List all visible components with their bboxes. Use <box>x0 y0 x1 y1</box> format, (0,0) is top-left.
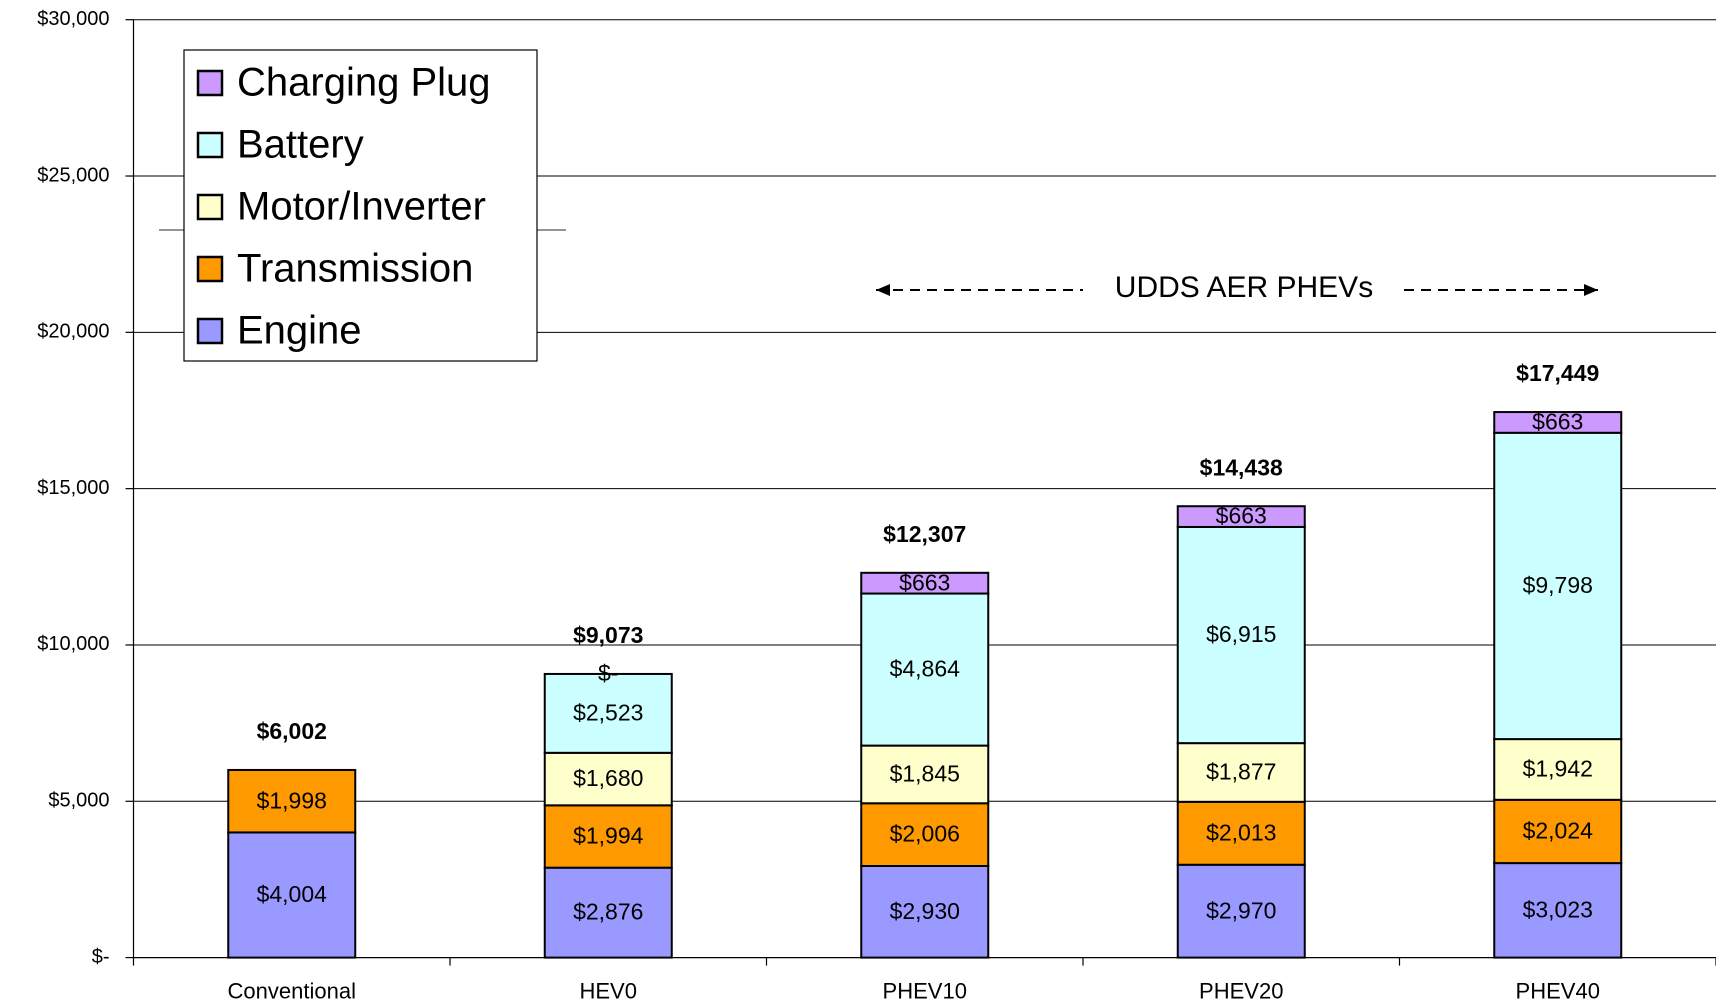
value-label: $1,998 <box>257 787 327 813</box>
value-label: $1,942 <box>1523 756 1593 782</box>
value-label: $2,523 <box>573 699 643 725</box>
legend-label: Motor/Inverter <box>237 185 486 229</box>
arrowhead <box>876 284 890 296</box>
value-label: $1,994 <box>573 823 644 849</box>
y-tick-label: $10,000 <box>37 633 109 655</box>
bar-segment <box>1493 798 1623 865</box>
legend-swatch <box>196 193 224 221</box>
legend-swatch <box>196 131 224 159</box>
legend-swatch <box>196 255 224 283</box>
legend-label: Battery <box>237 123 364 167</box>
value-label: $1,845 <box>890 761 960 787</box>
value-label: $2,013 <box>1206 819 1276 845</box>
y-tick-label: $25,000 <box>37 164 109 186</box>
legend-label: Transmission <box>237 247 473 291</box>
bar-segment <box>860 571 990 595</box>
value-label: $2,930 <box>890 898 960 924</box>
total-label: $12,307 <box>883 521 966 547</box>
bar-segment <box>860 802 990 867</box>
value-label: $2,970 <box>1206 897 1276 923</box>
bar-segment <box>1493 431 1623 741</box>
value-label: $9,798 <box>1523 572 1593 598</box>
value-label: $4,864 <box>890 656 961 682</box>
value-label: $4,004 <box>257 881 328 907</box>
value-label: $1,877 <box>1206 759 1276 785</box>
total-label: $17,449 <box>1516 360 1599 386</box>
bar-segment <box>1493 862 1623 959</box>
x-tick-label: PHEV40 <box>1516 978 1600 1002</box>
annotation: UDDS AER PHEVs <box>1115 271 1373 304</box>
value-label: $3,023 <box>1523 896 1593 922</box>
bar-segment <box>860 592 990 747</box>
value-label: $2,006 <box>890 821 960 847</box>
total-label: $9,073 <box>573 622 643 648</box>
arrowhead <box>1584 284 1598 296</box>
value-label: $6,915 <box>1206 621 1276 647</box>
legend-label: Engine <box>237 309 362 353</box>
x-tick-label: PHEV10 <box>883 978 967 1002</box>
legend-swatch <box>196 69 224 97</box>
legend-swatch <box>196 317 224 345</box>
bar-segment <box>543 751 673 807</box>
bar-segment <box>1176 505 1306 528</box>
bar-segment <box>543 866 673 959</box>
value-label: $663 <box>899 569 950 595</box>
bar-segment <box>1176 525 1306 745</box>
legend-box <box>183 49 538 362</box>
x-tick-label: Conventional <box>228 978 356 1002</box>
bar-segment <box>543 804 673 869</box>
value-label: $2,876 <box>573 899 643 925</box>
value-label: $2,024 <box>1523 818 1594 844</box>
value-label: $- <box>598 660 618 686</box>
bar-segment <box>1176 742 1306 803</box>
bar-segment <box>1493 411 1623 434</box>
y-tick-label: $20,000 <box>37 321 109 343</box>
bar-segment <box>860 744 990 805</box>
y-tick-label: $30,000 <box>37 8 109 30</box>
legend-label: Charging Plug <box>237 61 491 105</box>
x-tick-label: HEV0 <box>580 978 637 1002</box>
total-label: $14,438 <box>1200 454 1283 480</box>
total-label: $6,002 <box>257 718 327 744</box>
value-label: $1,680 <box>573 765 643 791</box>
y-tick-label: $- <box>92 946 110 968</box>
x-tick-label: PHEV20 <box>1199 978 1283 1002</box>
value-label: $663 <box>1532 408 1583 434</box>
value-label: $663 <box>1216 503 1267 529</box>
bar-segment <box>227 768 357 834</box>
y-tick-label: $15,000 <box>37 477 109 499</box>
bar-segment <box>543 672 673 754</box>
y-tick-label: $5,000 <box>48 790 109 812</box>
